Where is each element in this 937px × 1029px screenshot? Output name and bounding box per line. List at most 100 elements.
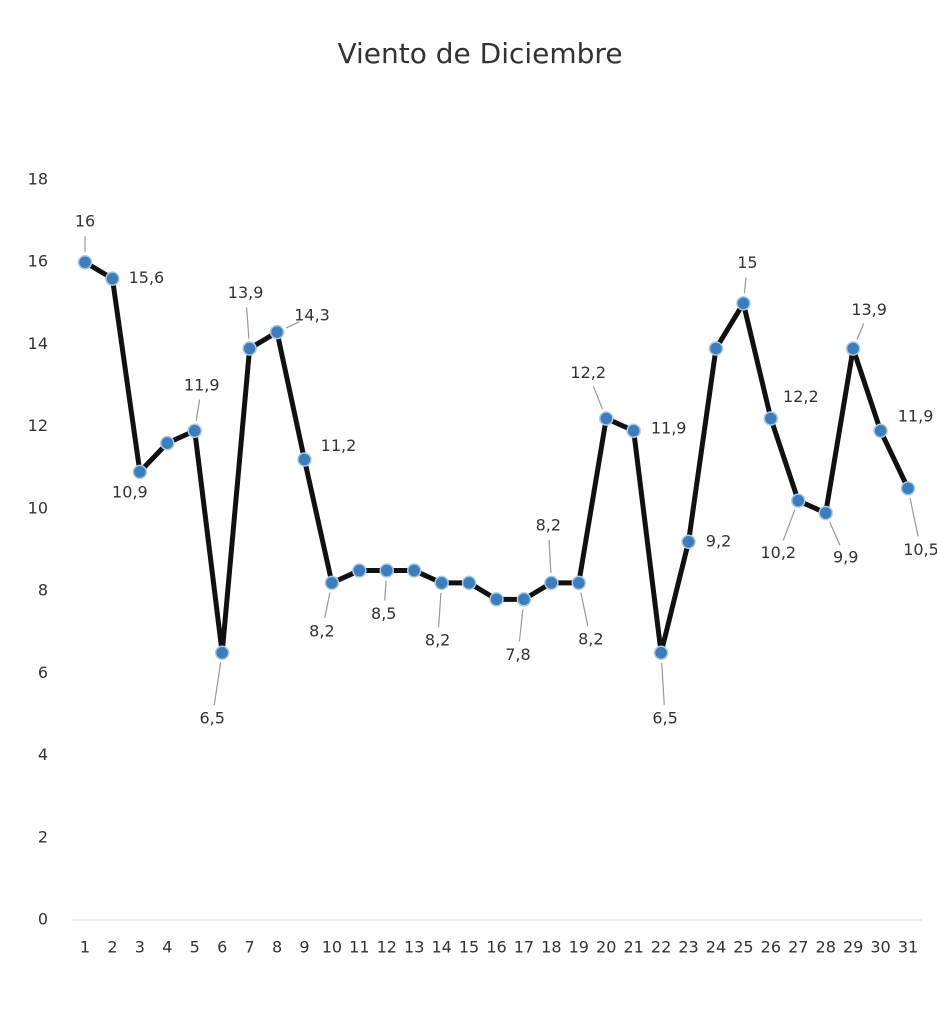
leader-line	[518, 609, 524, 642]
x-tick-label: 3	[135, 938, 145, 957]
leader-line	[548, 539, 552, 573]
data-point	[626, 423, 641, 439]
data-label: 8,5	[371, 604, 396, 623]
y-tick-label: 4	[38, 745, 48, 764]
data-point	[242, 341, 257, 356]
x-tick-label: 8	[272, 938, 282, 957]
data-label: 10,9	[112, 482, 148, 501]
x-tick-label: 22	[651, 938, 671, 957]
data-point	[900, 481, 916, 496]
x-tick-label: 10	[322, 938, 342, 957]
data-label: 7,8	[505, 645, 530, 664]
data-point	[791, 493, 806, 508]
data-point	[406, 563, 422, 578]
data-point	[681, 534, 696, 550]
leader-line	[661, 662, 665, 705]
data-label: 11,9	[651, 418, 687, 437]
x-tick-label: 11	[349, 938, 369, 957]
data-label: 10,2	[760, 543, 796, 562]
x-tick-label: 17	[514, 938, 534, 957]
data-label: 14,3	[294, 306, 330, 325]
data-point	[187, 423, 202, 439]
data-label: 8,2	[425, 630, 450, 649]
data-label: 13,9	[228, 283, 264, 302]
x-tick-label: 27	[788, 938, 808, 957]
data-label: 16	[75, 212, 95, 231]
x-tick-label: 18	[541, 938, 561, 957]
y-tick-label: 8	[38, 581, 48, 600]
data-label: 6,5	[199, 708, 224, 727]
data-point	[105, 271, 120, 286]
data-label: 11,9	[184, 375, 220, 394]
leader-line	[195, 399, 201, 421]
data-point	[653, 645, 669, 661]
data-label: 15	[737, 253, 757, 272]
x-tick-label: 20	[596, 938, 616, 957]
y-tick-label: 10	[28, 498, 48, 517]
x-tick-label: 4	[162, 938, 172, 957]
data-point	[379, 563, 395, 578]
x-tick-label: 13	[404, 938, 424, 957]
leader-line	[285, 321, 300, 329]
data-label: 11,2	[321, 436, 357, 455]
y-tick-label: 16	[28, 252, 48, 271]
leader-line	[213, 662, 222, 706]
data-label: 9,2	[706, 531, 731, 550]
data-point	[598, 411, 614, 426]
leader-line	[829, 521, 841, 546]
data-point	[77, 254, 93, 270]
data-label: 9,9	[833, 548, 858, 567]
x-tick-label: 31	[898, 938, 918, 957]
data-label: 12,2	[783, 387, 819, 406]
data-point	[736, 296, 751, 311]
data-label: 15,6	[129, 268, 165, 287]
data-label: 6,5	[652, 708, 677, 727]
x-tick-label: 14	[431, 938, 451, 957]
data-point	[269, 324, 285, 340]
data-point	[434, 575, 449, 591]
x-tick-label: 30	[870, 938, 890, 957]
x-tick-label: 6	[217, 938, 227, 957]
leader-line	[856, 323, 865, 340]
y-tick-label: 12	[28, 416, 48, 435]
x-tick-label: 24	[706, 938, 726, 957]
data-label: 11,9	[898, 406, 934, 425]
data-point	[544, 575, 559, 591]
x-tick-label: 29	[843, 938, 863, 957]
x-tick-label: 5	[190, 938, 200, 957]
chart-title: Viento de Diciembre	[337, 37, 622, 70]
data-point	[461, 575, 477, 591]
data-point	[516, 592, 532, 607]
data-point	[352, 563, 367, 578]
x-tick-label: 2	[107, 938, 117, 957]
data-label: 8,2	[578, 629, 603, 648]
data-label: 12,2	[570, 363, 606, 382]
y-tick-label: 0	[38, 910, 48, 929]
y-tick-label: 6	[38, 663, 48, 682]
leader-line	[909, 497, 919, 537]
leader-line	[437, 592, 442, 627]
x-tick-label: 15	[459, 938, 479, 957]
leader-line	[580, 592, 589, 627]
x-tick-label: 19	[569, 938, 589, 957]
data-point	[571, 575, 587, 591]
data-label: 13,9	[851, 300, 887, 319]
x-tick-label: 28	[816, 938, 836, 957]
data-point	[489, 592, 504, 607]
leader-line	[782, 509, 796, 541]
x-tick-label: 12	[377, 938, 397, 957]
data-point	[845, 341, 861, 356]
data-label: 10,5	[903, 540, 937, 559]
x-tick-label: 16	[486, 938, 506, 957]
y-tick-label: 18	[28, 170, 48, 189]
data-label: 8,2	[309, 621, 334, 640]
x-tick-label: 23	[678, 938, 698, 957]
data-point	[297, 452, 312, 467]
leader-line	[592, 386, 604, 410]
data-point	[214, 645, 230, 661]
leader-line	[743, 277, 747, 294]
data-point	[708, 341, 724, 356]
data-point	[160, 435, 175, 451]
